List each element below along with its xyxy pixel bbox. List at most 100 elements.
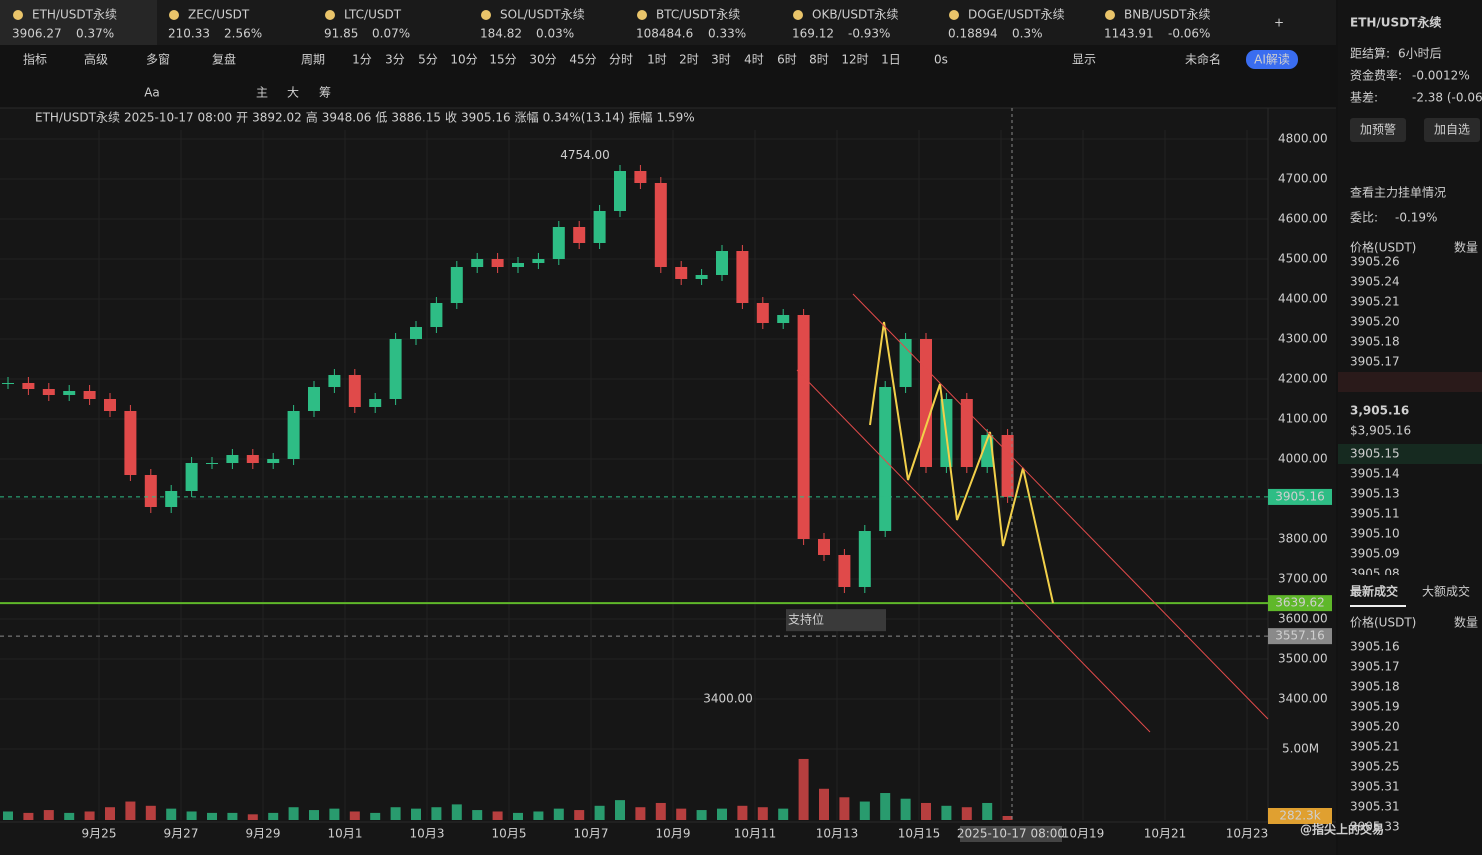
volume-bar xyxy=(105,807,115,820)
toolbar-item[interactable]: 8时 xyxy=(809,53,829,67)
toolbar-item[interactable]: 显示 xyxy=(1072,53,1096,67)
y-tick-label: 4000.00 xyxy=(1278,452,1328,466)
volume-bar xyxy=(472,810,483,820)
toolbar-item[interactable]: 10分 xyxy=(450,53,477,67)
trade-tab[interactable]: 最新成交 xyxy=(1350,584,1398,599)
tab-name[interactable]: BTC/USDT永续 xyxy=(656,8,740,22)
tab-icon xyxy=(169,10,179,20)
x-tick-label: 10月9 xyxy=(656,827,691,841)
candle xyxy=(410,327,422,339)
panel-value: -0.0012% xyxy=(1412,69,1470,83)
toolbar-item[interactable]: 0s xyxy=(934,53,948,67)
x-tick-label: 10月3 xyxy=(410,827,445,841)
volume-bar xyxy=(900,798,911,820)
tab-change: -0.93% xyxy=(848,27,890,41)
toolbar-item[interactable]: 1分 xyxy=(352,53,372,67)
tab-name[interactable]: OKB/USDT永续 xyxy=(812,8,899,22)
volume-bar xyxy=(451,804,462,820)
candle xyxy=(63,391,76,395)
info-open: 3892.02 xyxy=(252,111,302,125)
info-change: 0.34%(13.14) xyxy=(543,111,625,125)
price-tag xyxy=(1268,628,1332,645)
y-tick-label: 4300.00 xyxy=(1278,332,1328,346)
toolbar-item[interactable]: 5分 xyxy=(418,53,438,67)
drawing-tool[interactable]: 大 xyxy=(287,86,299,100)
orders-link[interactable]: 查看主力挂单情况 xyxy=(1350,186,1446,200)
toolbar-item[interactable]: 3时 xyxy=(711,53,731,67)
toolbar-item[interactable]: 分时 xyxy=(609,53,633,67)
volume-bar xyxy=(635,807,646,820)
toolbar-item[interactable]: 15分 xyxy=(489,53,516,67)
candle xyxy=(308,387,320,411)
tab-name[interactable]: SOL/USDT永续 xyxy=(500,8,585,22)
ratio-label: 委比: xyxy=(1350,211,1378,225)
candle xyxy=(960,399,973,467)
tab-price: 3906.27 xyxy=(12,27,62,41)
channel-upper xyxy=(852,293,1269,720)
toolbar-item[interactable]: 3分 xyxy=(385,53,405,67)
toolbar-item[interactable]: 2时 xyxy=(679,53,699,67)
drawing-tool[interactable]: 筹 xyxy=(319,86,331,100)
panel-label: 距结算: xyxy=(1350,46,1390,61)
trade-price: 3905.31 xyxy=(1350,780,1400,794)
tab-name[interactable]: LTC/USDT xyxy=(344,8,402,22)
trade-price: 3905.16 xyxy=(1350,640,1400,654)
drawing-tool[interactable]: Aa xyxy=(144,86,160,100)
volume-bar xyxy=(268,812,279,820)
info-high: 3948.06 xyxy=(322,111,372,125)
time-tag-label: 2025-10-17 08:00 xyxy=(957,827,1065,841)
candle xyxy=(675,267,688,279)
tab-name[interactable]: ETH/USDT永续 xyxy=(32,8,117,22)
toolbar-item[interactable]: 6时 xyxy=(777,53,797,67)
x-tick-label: 10月5 xyxy=(492,827,527,841)
button[interactable] xyxy=(1424,118,1480,142)
toolbar-item[interactable]: 1时 xyxy=(647,53,667,67)
add-tab[interactable]: + xyxy=(1274,16,1284,30)
toolbar-item[interactable]: 未命名 xyxy=(1185,52,1221,67)
volume-bar xyxy=(64,812,75,820)
candle xyxy=(471,259,484,267)
volume-bar xyxy=(492,811,503,820)
trade-tab[interactable]: 大额成交 xyxy=(1422,584,1470,599)
volume-bar xyxy=(859,801,870,820)
volume-bar xyxy=(615,800,625,820)
volume-bar xyxy=(329,808,340,820)
volume-bar xyxy=(1002,815,1013,820)
volume-bar xyxy=(186,811,197,820)
candle xyxy=(267,459,280,463)
toolbar-item[interactable]: 12时 xyxy=(841,53,868,67)
info-close_label: 收 xyxy=(445,111,457,125)
tab-icon xyxy=(793,10,803,20)
toolbar-item[interactable]: 30分 xyxy=(529,53,556,67)
col-header: 数量 xyxy=(1454,240,1478,255)
toolbar-item[interactable]: 1日 xyxy=(881,53,901,67)
tab-name[interactable]: DOGE/USDT永续 xyxy=(968,8,1065,22)
toolbar-item[interactable]: 45分 xyxy=(569,53,596,67)
button[interactable] xyxy=(1350,118,1406,142)
candle xyxy=(573,227,586,243)
volume-bar xyxy=(757,807,768,820)
panel-label: 资金费率: xyxy=(1350,68,1402,83)
bid-price: 3905.10 xyxy=(1350,527,1400,541)
toolbar-item[interactable]: 指标 xyxy=(23,52,47,67)
button-label[interactable]: 加自选 xyxy=(1434,123,1470,137)
tab-name[interactable]: ZEC/USDT xyxy=(188,8,250,22)
candle xyxy=(246,455,259,463)
drawing-tool[interactable]: 主 xyxy=(256,86,268,100)
toolbar-item[interactable]: 4时 xyxy=(744,53,764,67)
toolbar-item[interactable]: AI解读 xyxy=(1254,53,1290,67)
tab-change: 0.37% xyxy=(76,27,114,41)
time-tag xyxy=(960,826,1062,842)
volume-bar xyxy=(349,811,360,820)
trade-price: 3905.18 xyxy=(1350,680,1400,694)
tab-name[interactable]: BNB/USDT永续 xyxy=(1124,8,1210,22)
toolbar-item[interactable]: 高级 xyxy=(84,52,108,67)
volume-bar xyxy=(166,808,177,820)
toolbar-item[interactable]: 复盘 xyxy=(212,52,236,67)
info-open_label: 开 xyxy=(236,111,248,125)
button-label[interactable]: 加预警 xyxy=(1360,122,1396,137)
toolbar-item[interactable]: 多窗 xyxy=(146,53,170,67)
toolbar-item[interactable]: 周期 xyxy=(301,53,325,67)
info-symbol: ETH/USDT永续 xyxy=(35,111,120,125)
price-tag xyxy=(1268,595,1332,612)
